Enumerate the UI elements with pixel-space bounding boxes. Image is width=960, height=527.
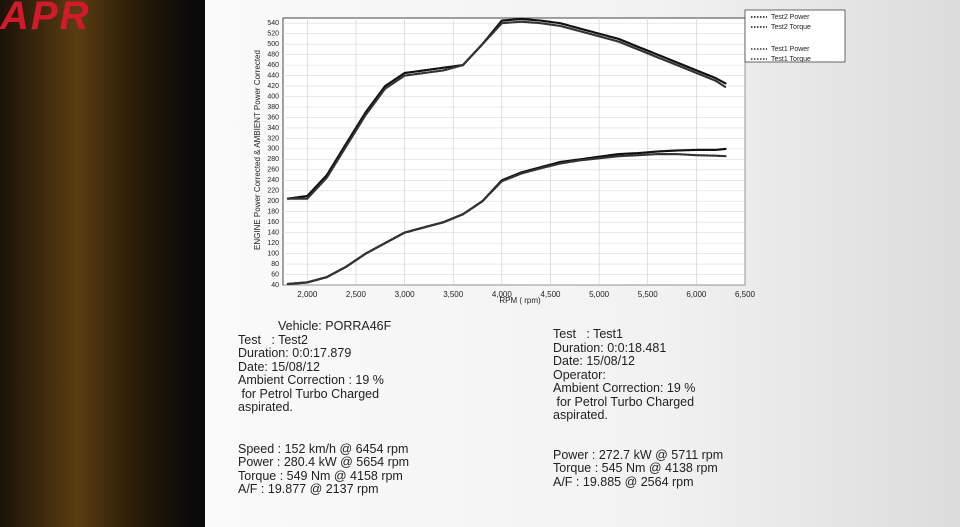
y-tick-label: 480 [267,51,279,58]
x-tick-label: 3,500 [443,290,464,299]
x-tick-label: 4,500 [540,290,561,299]
y-tick-label: 400 [267,93,279,100]
x-tick-label: 5,500 [638,290,659,299]
detail-line: Ambient Correction: 19 % [553,381,696,395]
y-tick-label: 100 [267,250,279,257]
detail-line: Torque : 545 Nm @ 4138 rpm [553,461,718,475]
y-tick-label: 200 [267,198,279,205]
y-tick-label: 140 [267,229,279,236]
detail-line: Date: 15/08/12 [238,359,321,374]
detail-line: Test : Test2 [238,332,308,347]
x-axis-label: RPM ( rpm) [499,296,541,305]
y-tick-label: 380 [267,104,279,111]
legend-box [744,9,846,63]
legend-label: Test1 Torque [771,56,811,63]
y-tick-label: 500 [267,41,279,48]
y-tick-label: 460 [267,62,279,69]
detail-line: Operator: [553,367,606,382]
test2-details: Vehicle: PORRA46F Test : Test2 Duration: 0… [238,319,410,497]
legend-label: Test2 Power [771,14,810,21]
y-tick-label: 300 [267,146,279,153]
x-tick-label: 6,500 [735,290,756,299]
y-tick-label: 520 [267,31,279,38]
series-line [286,17,727,200]
detail-line: Ambient Correction : 19 % [238,373,384,387]
legend-label: Test2 Torque [771,24,811,31]
detail-line: Duration: 0:0:17.879 [238,346,352,360]
detail-line: aspirated. [238,400,293,414]
y-tick-label: 360 [267,114,279,121]
detail-line: A/F : 19.877 @ 2137 rpm [238,482,379,496]
y-tick-label: 120 [267,240,279,247]
y-tick-label: 340 [267,125,279,132]
x-tick-label: 2,500 [346,290,367,299]
y-tick-label: 40 [271,282,279,289]
x-tick-label: 4,000 [492,290,513,299]
x-tick-label: 2,000 [297,290,318,299]
x-tick-label: 6,000 [686,290,707,299]
detail-line: Torque : 549 Nm @ 4158 rpm [238,468,403,483]
test1-details: Test : Test1 Duration: 0:0:18.481 Date: 15… [553,327,724,489]
detail-line: Date: 15/08/12 [553,354,636,368]
series-line [286,153,727,286]
x-tick-label: 5,000 [589,290,610,299]
brand-logo: APR [0,0,91,38]
y-tick-label: 80 [271,261,279,268]
detail-line: aspirated. [553,408,608,422]
detail-line: Power : 280.4 kW @ 5654 rpm [238,455,410,469]
y-tick-label: 160 [267,219,279,226]
y-tick-label: 60 [271,271,279,278]
y-tick-label: 180 [267,209,279,216]
legend-label: Test1 Power [771,46,810,53]
y-axis-label: ENGINE Power Corrected & AMBIENT Power C… [253,50,262,250]
detail-line: Speed : 152 km/h @ 6454 rpm [238,441,409,456]
x-tick-label: 3,000 [395,290,416,299]
y-tick-label: 280 [267,156,279,163]
detail-line: Test : Test1 [553,327,623,341]
detail-line: Vehicle: PORRA46F [278,319,392,333]
y-tick-label: 540 [267,20,279,27]
detail-line: A/F : 19.885 @ 2564 rpm [553,474,694,489]
y-tick-label: 260 [267,167,279,174]
y-tick-label: 420 [267,83,279,90]
detail-line: for Petrol Turbo Charged [553,394,695,409]
detail-line: Duration: 0:0:18.481 [553,340,667,355]
y-tick-label: 440 [267,72,279,79]
y-tick-label: 240 [267,177,279,184]
detail-line: Power : 272.7 kW @ 5711 rpm [553,447,724,462]
series-line [286,20,727,200]
y-tick-label: 320 [267,135,279,142]
detail-line: for Petrol Turbo Charged [238,386,380,401]
chart: ENGINE Power Corrected & AMBIENT Power C… [253,9,846,305]
y-tick-label: 220 [267,188,279,195]
